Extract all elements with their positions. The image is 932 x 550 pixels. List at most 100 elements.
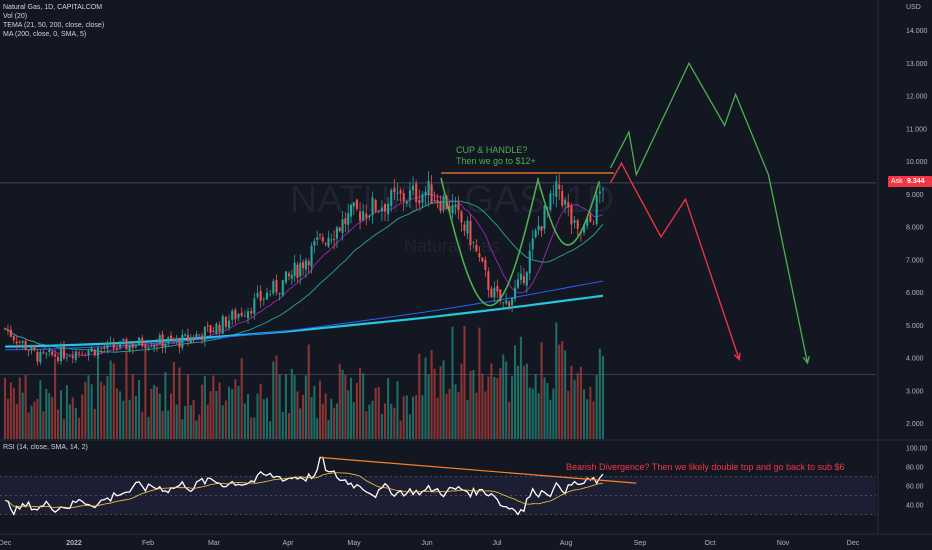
volume-bar [296, 391, 299, 439]
volume-bar [516, 365, 520, 439]
volume-bar [573, 379, 576, 439]
volume-bar [209, 391, 212, 439]
ma-legend[interactable]: MA (200, close, 0, SMA, 5) [3, 31, 87, 38]
volume-bar [457, 391, 460, 439]
candle-body [203, 326, 206, 341]
volume-bar [589, 386, 592, 439]
candle-body [206, 325, 209, 327]
tema-legend[interactable]: TEMA (21, 50, 200, close, close) [3, 22, 105, 29]
volume-bar [355, 382, 358, 439]
candle-body [352, 202, 355, 207]
volume-bar [365, 411, 368, 439]
candle-body [511, 297, 514, 306]
candle-body [302, 262, 305, 269]
volume-bar [307, 344, 310, 439]
volume-bar [228, 386, 231, 439]
volume-bar [555, 322, 558, 439]
candle-body [144, 345, 147, 349]
volume-bar [344, 375, 347, 439]
symbol-legend[interactable]: Natural Gas, 1D, CAPITALCOM [3, 4, 103, 11]
candle-body [310, 245, 313, 267]
candle-body [237, 313, 240, 318]
volume-bar [549, 399, 552, 439]
volume-bar [221, 405, 224, 439]
candle-body [324, 243, 327, 245]
volume-bar [412, 396, 415, 439]
volume-bar [115, 388, 118, 439]
volume-bar [528, 387, 531, 439]
candle-body [93, 349, 96, 356]
volume-bar [256, 393, 259, 439]
volume-bar [496, 378, 499, 439]
volume-bar [511, 376, 514, 439]
candle-body [349, 204, 353, 217]
volume-bar [112, 363, 115, 439]
candle-body [478, 253, 481, 258]
volume-bar [463, 325, 466, 439]
candle-body [131, 343, 134, 349]
volume-bar [18, 377, 21, 439]
volume-bar [466, 399, 469, 439]
volume-bar [534, 374, 537, 439]
candle-body [275, 279, 278, 293]
candle-body [499, 289, 502, 302]
volume-bar [269, 421, 272, 439]
candle-body [181, 335, 184, 348]
volume-bar [338, 364, 341, 439]
candle-body [278, 292, 281, 295]
candle-body [90, 347, 93, 352]
volume-legend[interactable]: Vol (20) [3, 13, 28, 20]
candle-body [469, 220, 472, 246]
volume-bar [6, 398, 9, 439]
volume-bar [48, 393, 51, 439]
candle-body [9, 329, 12, 337]
candle-body [540, 226, 543, 231]
volume-bar [134, 395, 137, 439]
price-tick-label: 3.000 [906, 388, 924, 395]
price-tick-label: 9.000 [906, 192, 924, 199]
candle-body [564, 199, 567, 205]
price-tick-label: 13.000 [906, 61, 928, 68]
volume-bar [522, 365, 525, 439]
candle-body [272, 281, 275, 294]
candle-body [262, 298, 265, 300]
candle-body [290, 274, 293, 279]
rsi-divergence-line [320, 456, 637, 484]
volume-bar [439, 366, 442, 439]
volume-bar [399, 420, 402, 439]
volume-bar [427, 374, 430, 439]
candle-body [522, 276, 525, 284]
candle-body [45, 353, 48, 355]
handle-curve [537, 180, 601, 246]
candle-body [296, 264, 299, 278]
candle-body [259, 290, 262, 301]
candle-body [365, 213, 368, 218]
volume-bar [203, 375, 206, 439]
volume-bar [212, 375, 215, 439]
volume-bar [543, 377, 546, 439]
volume-bar [537, 393, 540, 439]
candle-body [30, 346, 33, 351]
volume-bar [144, 351, 147, 439]
rsi-legend[interactable]: RSI (14, close, SMA, 14, 2) [3, 444, 88, 451]
candle-body [347, 213, 350, 225]
candle-body [415, 183, 418, 203]
candle-body [243, 316, 246, 317]
time-tick-label: Jul [493, 540, 502, 547]
candle-body [387, 203, 390, 215]
candle-body [531, 238, 534, 250]
candle-body [505, 300, 508, 304]
volume-bar [469, 370, 472, 439]
volume-bar [246, 394, 250, 439]
volume-bar [487, 376, 490, 439]
candle-body [427, 180, 430, 195]
volume-bar [472, 369, 475, 439]
candle-body [42, 352, 45, 353]
volume-bar [189, 405, 192, 439]
candle-body [234, 309, 237, 320]
volume-bar [109, 360, 112, 439]
candle-body [18, 341, 21, 343]
volume-bar [184, 406, 187, 439]
volume-bar [601, 355, 605, 439]
